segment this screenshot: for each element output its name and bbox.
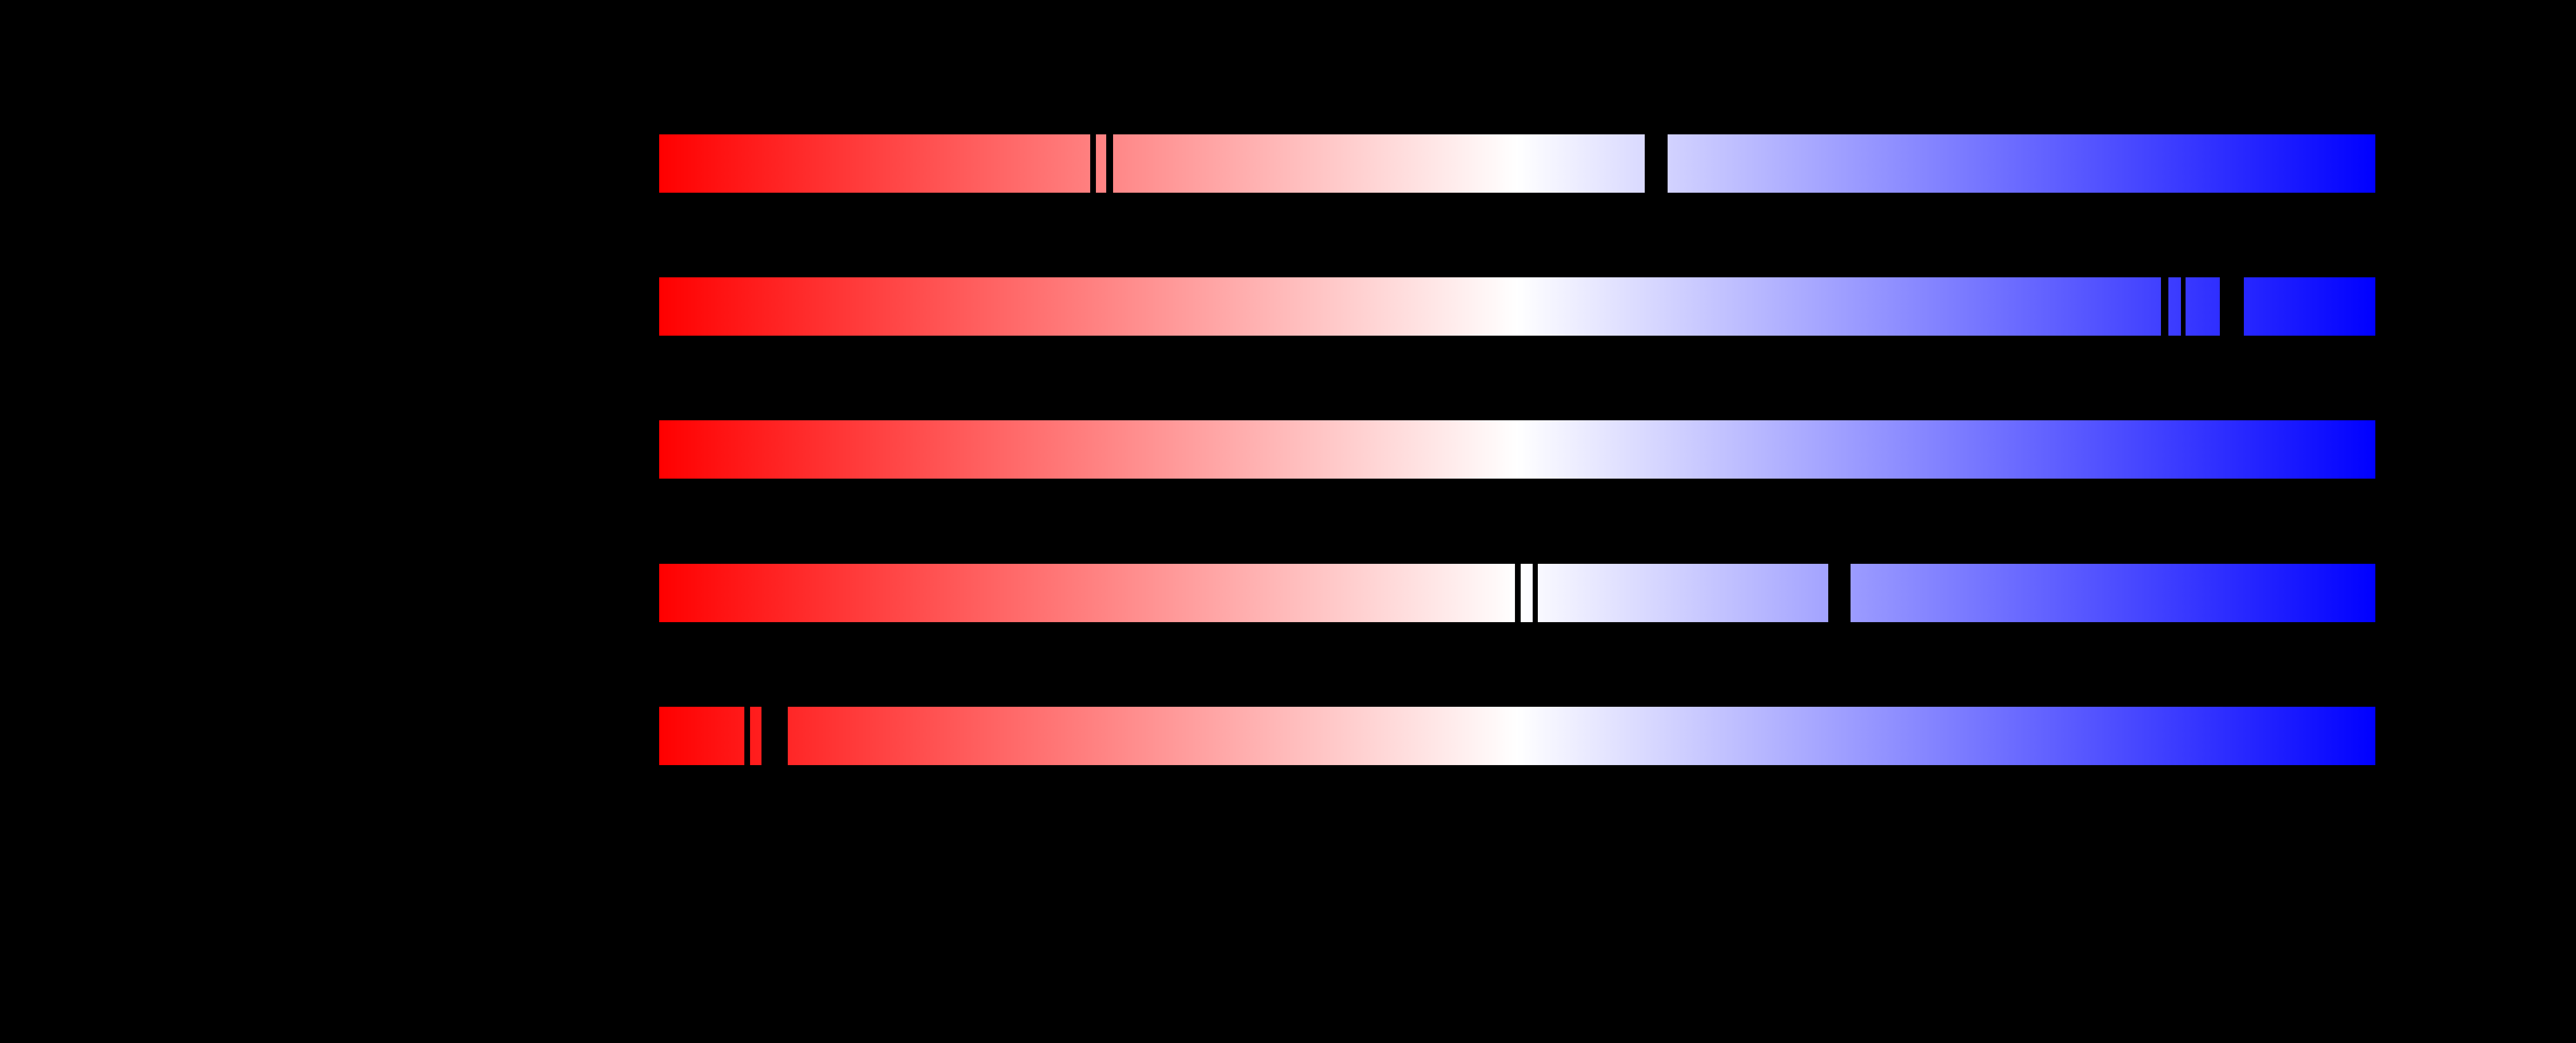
bar-break [2180,277,2186,336]
bar-break [2220,277,2244,336]
bar-break [1645,134,1668,193]
gradient-bar-row-5 [659,706,2375,766]
bar-break [744,706,751,766]
gradient-bar-row-2 [659,277,2375,336]
bar-break [1828,563,1851,623]
bar-break [1533,563,1538,623]
bar-break [1090,134,1096,193]
gradient-bar-row-3 [659,420,2375,479]
bar-break [2161,277,2168,336]
bar-break [1106,134,1114,193]
bar-break [761,706,788,766]
bar-break [1515,563,1521,623]
gradient-bar-row-4 [659,563,2375,623]
gradient-bar-row-1 [659,134,2375,193]
